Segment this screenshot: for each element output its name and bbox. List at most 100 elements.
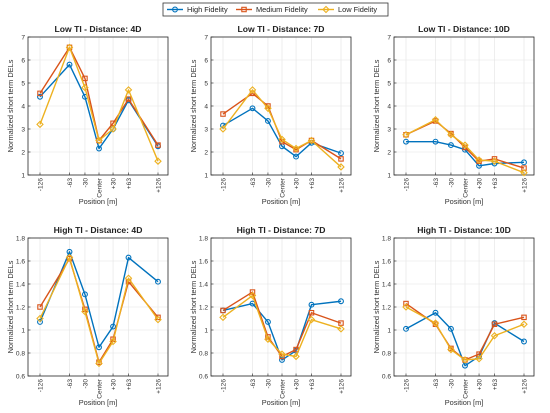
- y-tick-label: 0.8: [16, 350, 25, 357]
- data-point: [248, 86, 257, 94]
- data-point: [521, 338, 527, 345]
- data-point: [337, 163, 345, 171]
- x-tick-label: -30: [82, 379, 89, 389]
- data-point: [65, 253, 74, 262]
- data-point: [292, 352, 300, 361]
- x-tick-label: -126: [37, 379, 44, 393]
- data-point: [66, 44, 73, 51]
- x-tick-label: Center: [96, 177, 103, 198]
- legend: High Fidelity Medium Fidelity Low Fidelity: [162, 2, 389, 17]
- x-tick-label: +63: [126, 379, 133, 391]
- y-tick-label: 1: [204, 172, 208, 179]
- data-point: [475, 156, 483, 164]
- series-line: [39, 251, 159, 348]
- y-tick-label: 1.8: [382, 235, 391, 242]
- data-point: [402, 303, 410, 311]
- y-tick-label: 1.6: [16, 258, 25, 265]
- chart-panel: 0.6 0.8 1 1.2 1.4 1.6 1.8 -126 -63 -30 Center +30 +6…: [189, 225, 352, 407]
- panel-title: Low TI - Distance: 4D: [55, 24, 142, 34]
- data-point: [219, 125, 227, 133]
- series: [36, 253, 162, 368]
- data-point: [37, 93, 43, 100]
- data-point: [431, 116, 440, 124]
- y-tick-label: 4: [21, 103, 25, 110]
- legend-marker: [322, 5, 330, 14]
- x-axis-label: Position [m]: [79, 197, 118, 206]
- x-axis-label: Position [m]: [262, 398, 301, 407]
- y-tick-label: 5: [387, 80, 391, 87]
- y-tick-label: 0.8: [382, 350, 391, 357]
- data-point: [461, 141, 469, 149]
- x-tick-label: +30: [476, 379, 483, 391]
- data-point: [154, 315, 162, 324]
- data-point: [95, 359, 103, 368]
- y-axis-label: Normalized short term DELs: [189, 260, 198, 353]
- data-point: [265, 319, 271, 325]
- y-tick-label: 6: [387, 57, 391, 64]
- data-point: [36, 120, 44, 129]
- y-axis-label: Normalized short term DELs: [6, 59, 15, 152]
- x-tick-label: -63: [250, 379, 257, 389]
- data-point: [447, 130, 455, 139]
- chart-panel: 0.6 0.8 1 1.2 1.4 1.6 1.8 -126 -63 -30 Center +30 +6…: [372, 225, 535, 407]
- data-point: [432, 309, 439, 316]
- x-tick-label: +126: [338, 178, 345, 193]
- x-tick-label: -30: [82, 178, 89, 188]
- series-line: [222, 89, 342, 168]
- data-point: [521, 314, 527, 321]
- data-point: [154, 157, 162, 165]
- x-tick-label: +126: [338, 379, 345, 394]
- x-tick-label: -30: [265, 379, 272, 389]
- data-point: [278, 350, 286, 358]
- data-point: [95, 136, 103, 145]
- data-point: [490, 157, 499, 165]
- data-point: [36, 314, 44, 323]
- y-tick-label: 6: [21, 57, 25, 64]
- data-point: [520, 320, 528, 329]
- x-tick-label: Center: [96, 378, 103, 399]
- data-point: [37, 319, 43, 325]
- y-axis-label: Normalized short term DELs: [372, 59, 381, 152]
- data-point: [337, 325, 345, 333]
- panel-title: Low TI - Distance: 7D: [238, 24, 325, 34]
- data-point: [520, 168, 528, 177]
- x-tick-label: Center: [462, 378, 469, 399]
- y-tick-label: 5: [204, 80, 208, 87]
- y-tick-label: 7: [21, 34, 25, 41]
- y-tick-label: 2: [21, 149, 25, 156]
- x-tick-label: Center: [462, 177, 469, 198]
- y-tick-label: 5: [21, 80, 25, 87]
- series-line: [39, 256, 159, 365]
- y-axis-label: Normalized short term DELs: [189, 59, 198, 152]
- panel-title: Low TI - Distance: 10D: [418, 24, 510, 34]
- data-point: [403, 132, 409, 138]
- x-tick-label: -126: [403, 178, 410, 192]
- data-point: [307, 136, 316, 145]
- x-tick-label: +126: [521, 178, 528, 193]
- data-point: [448, 142, 454, 149]
- data-point: [82, 291, 88, 298]
- y-tick-label: 1: [204, 327, 208, 334]
- y-tick-label: 0.6: [199, 373, 208, 380]
- data-point: [82, 75, 88, 82]
- y-tick-label: 1.6: [382, 258, 391, 265]
- panels: 1 2 3 4 5 6 7 -126 -63 -30 Center +30 +63 +126 Low TI …: [6, 24, 535, 407]
- data-point: [37, 90, 43, 97]
- data-point: [264, 335, 272, 343]
- series: [402, 303, 528, 364]
- data-point: [308, 309, 315, 316]
- data-point: [293, 153, 299, 160]
- data-point: [403, 325, 409, 332]
- legend-entry: Low Fidelity: [318, 5, 377, 14]
- x-tick-label: Center: [279, 177, 286, 198]
- data-point: [292, 144, 300, 153]
- data-point: [124, 86, 133, 94]
- series-line: [222, 294, 342, 358]
- x-tick-label: +63: [126, 178, 133, 190]
- legend-label: Medium Fidelity: [256, 5, 308, 14]
- data-point: [249, 105, 256, 112]
- y-tick-label: 0.6: [382, 373, 391, 380]
- y-tick-label: 1.8: [199, 235, 208, 242]
- series: [219, 86, 345, 171]
